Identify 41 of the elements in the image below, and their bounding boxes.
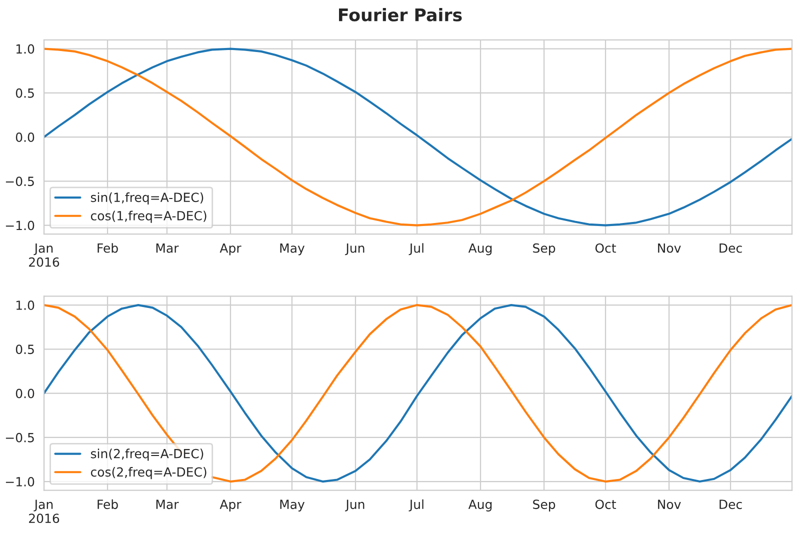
y-tick-label: −0.5 xyxy=(6,176,34,186)
y-tick-label: −1.0 xyxy=(6,220,34,230)
y-tick-label: 0.0 xyxy=(16,132,34,142)
x-tick-label: Oct xyxy=(595,500,616,510)
x-tick-label: Apr xyxy=(220,500,242,512)
y-tick-label: 0.0 xyxy=(16,388,34,398)
x-tick-label: Oct xyxy=(595,243,616,253)
x-tick-label: Aug xyxy=(468,500,492,512)
y-tick-label: 0.5 xyxy=(16,88,34,98)
legend-label: sin(2,freq=A-DEC) xyxy=(90,448,204,461)
x-tick-label: May xyxy=(280,500,305,512)
x-tick-label: Jun xyxy=(345,244,364,256)
x-tick-label: Feb xyxy=(98,499,118,510)
x-tick-label: Jul xyxy=(408,243,424,256)
legend-label: cos(2,freq=A-DEC) xyxy=(90,467,206,480)
x-tick-label: Sep xyxy=(533,243,556,256)
y-tick-label: 1.0 xyxy=(16,300,34,310)
y-tick-label: 0.5 xyxy=(16,344,34,354)
x-tick-label: Nov xyxy=(658,244,681,253)
x-tick-label: Apr xyxy=(220,244,242,256)
line-series xyxy=(44,48,792,226)
legend-label: sin(1,freq=A-DEC) xyxy=(90,192,204,205)
x-tick-label: Mar xyxy=(156,500,179,510)
x-tick-label: Jul xyxy=(408,499,424,512)
y-tick-label: −0.5 xyxy=(6,432,34,442)
x-tick-label: Dec xyxy=(720,500,742,510)
y-tick-label: 1.0 xyxy=(16,44,34,54)
chart-title: Fourier Pairs xyxy=(339,8,462,22)
line-series xyxy=(44,304,792,483)
x-tick-label: Aug xyxy=(468,244,492,256)
x-tick-label: Sep xyxy=(533,500,556,512)
x-tick-label: Jun xyxy=(345,500,364,512)
x-tick-label: Dec xyxy=(720,244,742,253)
x-tick-label: Nov xyxy=(658,500,681,510)
x-tick-label: Mar xyxy=(156,244,179,253)
x-tick-label: Feb xyxy=(98,243,118,253)
x-tick-label: Jan 2016 xyxy=(29,500,60,524)
x-tick-label: Jan 2016 xyxy=(29,244,60,267)
legend-label: cos(1,freq=A-DEC) xyxy=(90,210,206,223)
x-tick-label: May xyxy=(280,244,305,256)
y-tick-label: −1.0 xyxy=(6,477,34,486)
